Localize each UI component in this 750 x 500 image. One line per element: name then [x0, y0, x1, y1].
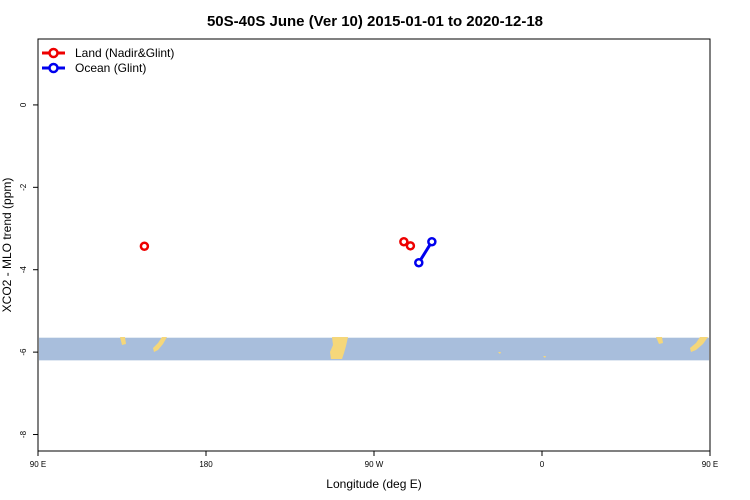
series-1-point [427, 236, 437, 247]
x-tick-label: 90 W [365, 460, 384, 469]
latitude-band [39, 337, 709, 361]
land-patch [120, 337, 126, 345]
band-rect [39, 337, 709, 361]
legend-label: Ocean (Glint) [75, 61, 146, 75]
x-axis: 90 E 180 90 W 0 90 E [30, 451, 718, 469]
legend: Land (Nadir&Glint)Ocean (Glint) [42, 46, 174, 75]
y-tick-label: -2 [19, 183, 28, 191]
x-tick-label: 90 E [30, 460, 46, 469]
land-patch [153, 337, 167, 352]
chart-title: 50S-40S June (Ver 10) 2015-01-01 to 2020… [207, 13, 543, 30]
series-1-point [414, 257, 424, 268]
y-tick-label: -8 [19, 430, 28, 438]
y-axis: 0 -2 -4 -6 -8 [19, 102, 38, 438]
legend-label: Land (Nadir&Glint) [75, 46, 174, 60]
y-tick-label: -4 [19, 266, 28, 274]
land-patch [690, 337, 708, 352]
land-patches [120, 337, 708, 359]
legend-marker [48, 47, 59, 59]
land-patch [543, 356, 546, 358]
land-patch [330, 337, 348, 359]
x-tick-label: 180 [199, 460, 213, 469]
y-tick-label: -6 [19, 348, 28, 356]
plot-frame [37, 38, 711, 452]
land-patch [498, 352, 501, 354]
legend-marker [48, 62, 59, 74]
x-tick-label: 90 E [702, 460, 718, 469]
series-layer [139, 236, 437, 268]
series-0-point [139, 241, 150, 251]
x-axis-label: Longitude (deg E) [326, 477, 421, 491]
y-tick-label: 0 [19, 102, 28, 107]
x-tick-label: 0 [540, 460, 545, 469]
series-0-point [399, 236, 409, 247]
series-0-point [405, 241, 416, 251]
y-axis-label: XCO2 - MLO trend (ppm) [0, 178, 14, 313]
land-patch [656, 337, 663, 344]
